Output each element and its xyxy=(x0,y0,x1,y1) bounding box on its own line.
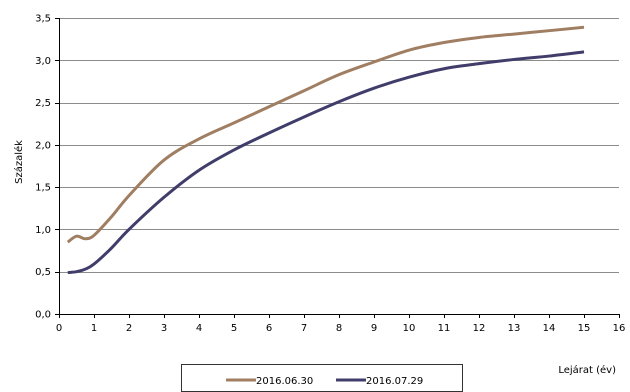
x-tick-label: 1 xyxy=(91,323,97,334)
series-line-1 xyxy=(66,25,585,244)
y-tick-label: 0,0 xyxy=(35,310,51,321)
x-tick-label: 6 xyxy=(266,323,272,334)
legend: 2016.06.30 2016.07.29 xyxy=(181,364,463,392)
x-tick-label: 7 xyxy=(301,323,307,334)
y-tick-label: 3,5 xyxy=(35,14,51,25)
y-tick-label: 0,5 xyxy=(35,267,51,278)
x-tick-label: 15 xyxy=(578,323,591,334)
x-tick-label: 11 xyxy=(438,323,451,334)
y-tick-label: 1,0 xyxy=(35,225,51,236)
x-tick-label: 13 xyxy=(508,323,521,334)
x-tick-labels: 0 1 2 3 4 5 6 7 8 9 10 11 12 13 14 15 16 xyxy=(56,323,626,334)
x-tick-label: 2 xyxy=(126,323,132,334)
y-axis-label: Százalék xyxy=(13,140,25,184)
x-tick-label: 5 xyxy=(231,323,237,334)
series-line-2 xyxy=(67,50,585,275)
x-tick-label: 16 xyxy=(613,323,626,334)
legend-box xyxy=(181,364,463,392)
x-tick-label: 8 xyxy=(336,323,342,334)
y-tick-labels: 0,0 0,5 1,0 1,5 2,0 2,5 3,0 3,5 xyxy=(35,14,51,321)
axes xyxy=(55,18,620,318)
y-tick-label: 3,0 xyxy=(35,56,51,67)
x-axis-label: Lejárat (év) xyxy=(558,364,616,376)
x-tick-label: 4 xyxy=(196,323,202,334)
series-lines xyxy=(66,25,585,275)
x-tick-label: 10 xyxy=(403,323,416,334)
x-tick-label: 0 xyxy=(56,323,62,334)
x-tick-label: 14 xyxy=(543,323,556,334)
y-tick-label: 2,0 xyxy=(35,140,51,151)
x-tick-label: 3 xyxy=(161,323,167,334)
y-tick-label: 1,5 xyxy=(35,183,51,194)
legend-label: 2016.06.30 xyxy=(256,376,313,387)
grid-lines xyxy=(59,18,619,273)
x-tick-label: 9 xyxy=(371,323,377,334)
y-tick-label: 2,5 xyxy=(35,98,51,109)
legend-label: 2016.07.29 xyxy=(366,376,423,387)
x-tick-label: 12 xyxy=(473,323,486,334)
